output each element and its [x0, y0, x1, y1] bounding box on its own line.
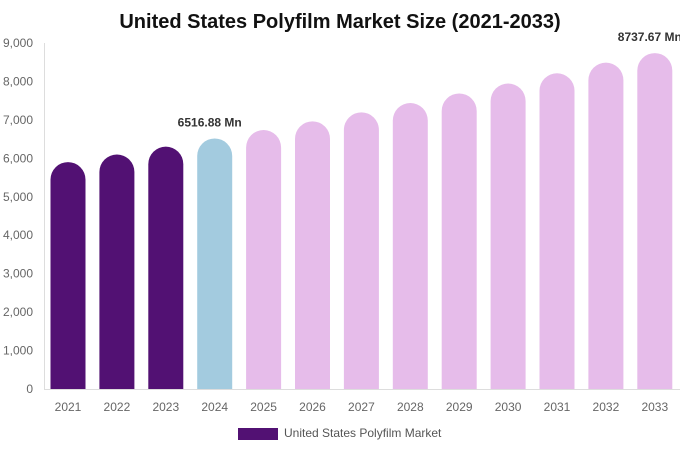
y-tick-label: 6,000	[3, 151, 33, 165]
y-tick-label: 8,000	[3, 74, 33, 88]
bar-2033[interactable]	[637, 53, 673, 389]
x-tick-label: 2021	[55, 400, 82, 414]
data-label-2024: 6516.88 Mn	[178, 115, 242, 129]
bar-2021[interactable]	[50, 162, 86, 389]
x-tick-label: 2030	[495, 400, 522, 414]
bar-2023[interactable]	[148, 146, 184, 389]
x-tick-label: 2023	[152, 400, 179, 414]
x-tick-label: 2033	[641, 400, 668, 414]
bar-2027[interactable]	[343, 112, 379, 390]
x-tick-label: 2029	[446, 400, 473, 414]
y-tick-label: 0	[26, 382, 33, 396]
legend-swatch	[238, 428, 278, 440]
y-tick-label: 9,000	[3, 36, 33, 50]
y-tick-label: 1,000	[3, 344, 33, 358]
x-tick-label: 2022	[104, 400, 131, 414]
bar-2031[interactable]	[539, 73, 575, 390]
x-tick-label: 2028	[397, 400, 424, 414]
x-tick-label: 2025	[250, 400, 277, 414]
y-tick-label: 4,000	[3, 228, 33, 242]
chart-title: United States Polyfilm Market Size (2021…	[119, 11, 560, 33]
bar-2032[interactable]	[588, 62, 624, 389]
bar-2029[interactable]	[441, 93, 477, 389]
y-tick-label: 2,000	[3, 305, 33, 319]
bar-2030[interactable]	[490, 83, 526, 389]
x-tick-label: 2024	[201, 400, 228, 414]
x-tick-label: 2026	[299, 400, 326, 414]
data-label-2033: 8737.67 Mn	[618, 30, 680, 44]
y-tick-label: 7,000	[3, 113, 33, 127]
x-tick-label: 2032	[593, 400, 620, 414]
y-tick-label: 3,000	[3, 267, 33, 281]
bar-2028[interactable]	[392, 103, 428, 389]
bar-2026[interactable]	[295, 121, 330, 389]
x-tick-label: 2031	[544, 400, 571, 414]
x-tick-label: 2027	[348, 400, 375, 414]
y-tick-label: 5,000	[3, 190, 33, 204]
bar-2024[interactable]	[197, 138, 233, 389]
bar-2022[interactable]	[99, 154, 135, 389]
legend-label[interactable]: United States Polyfilm Market	[284, 426, 442, 440]
bar-2025[interactable]	[246, 130, 282, 390]
